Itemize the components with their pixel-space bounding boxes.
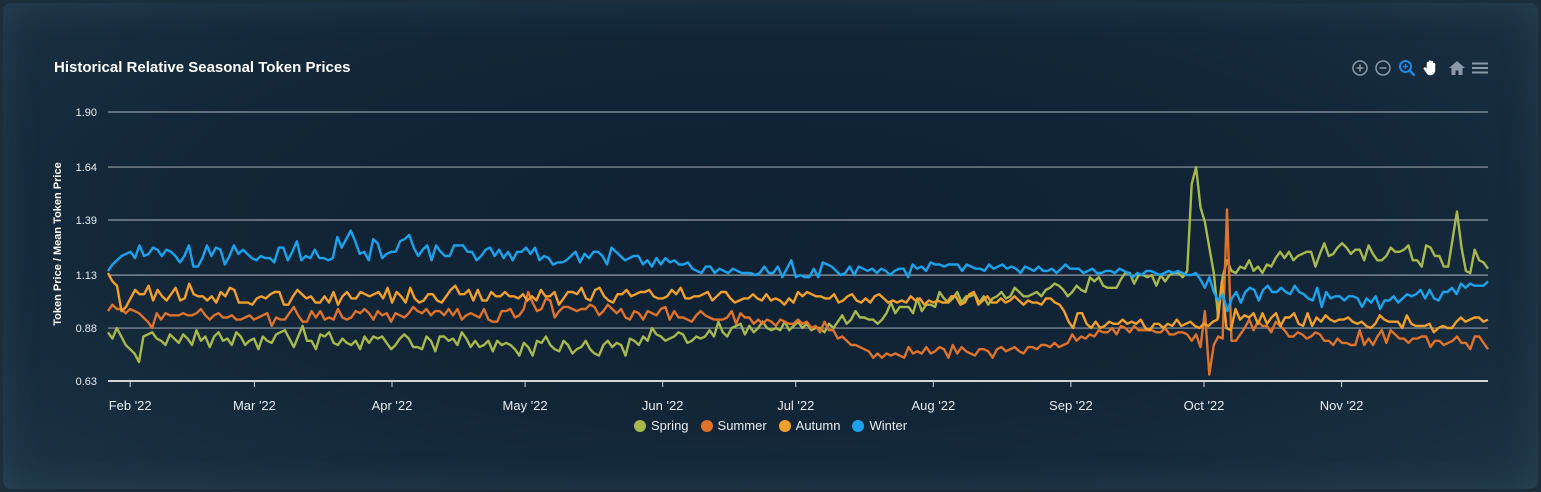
series-lines [106, 165, 1489, 376]
legend-item-spring[interactable]: Spring [633, 418, 689, 433]
y-axis-label: Token Price / Mean Token Price [52, 162, 64, 325]
x-tick-label: Oct '22 [1184, 398, 1225, 413]
grid-lines [108, 111, 1488, 382]
x-axis-ticks: Feb '22 Mar '22 Apr '22 May '22 Jun '22 Jul '… [109, 381, 1364, 413]
y-tick-label: 1.90 [76, 107, 97, 119]
chart-panel [3, 3, 1538, 489]
x-tick-label: Aug '22 [911, 398, 955, 413]
y-tick-label: 1.64 [76, 162, 97, 174]
legend-label: Autumn [795, 418, 841, 433]
legend-item-winter[interactable]: Winter [852, 418, 907, 433]
chart-title: Historical Relative Seasonal Token Price… [54, 59, 351, 76]
x-tick-label: Jul '22 [777, 398, 814, 413]
zoom-in-icon[interactable] [1350, 58, 1370, 78]
x-tick-label: Mar '22 [233, 398, 276, 413]
x-tick-label: Nov '22 [1320, 398, 1364, 413]
y-tick-label: 1.13 [76, 270, 97, 282]
legend-label: Winter [869, 418, 908, 433]
legend-marker-icon [633, 419, 646, 432]
y-tick-label: 0.88 [76, 323, 97, 335]
x-tick-label: Apr '22 [372, 398, 413, 413]
x-tick-label: May '22 [503, 398, 548, 413]
chart-legend: Spring Summer Autumn Winter [0, 418, 1541, 433]
legend-item-summer[interactable]: Summer [700, 418, 767, 433]
legend-item-autumn[interactable]: Autumn [778, 418, 841, 433]
series-line-spring [107, 165, 1489, 364]
series-line-winter [107, 229, 1489, 313]
x-tick-label: Jun '22 [642, 398, 684, 413]
selection-zoom-icon[interactable] [1397, 58, 1417, 78]
x-tick-label: Feb '22 [109, 398, 152, 413]
zoom-out-icon[interactable] [1373, 58, 1393, 78]
reset-home-icon[interactable] [1447, 58, 1467, 78]
x-tick-label: Sep '22 [1049, 398, 1093, 413]
y-tick-label: 0.63 [76, 376, 97, 388]
y-tick-label: 1.39 [76, 215, 97, 227]
legend-marker-icon [778, 419, 791, 432]
legend-label: Summer [717, 418, 767, 433]
legend-label: Spring [650, 418, 689, 433]
y-axis-ticks: 0.63 0.88 1.13 1.39 1.64 1.90 [76, 107, 97, 388]
pan-hand-icon[interactable] [1421, 58, 1441, 78]
series-line-autumn [106, 272, 1489, 334]
menu-icon[interactable] [1470, 58, 1490, 78]
legend-marker-icon [852, 419, 865, 432]
legend-marker-icon [700, 419, 713, 432]
